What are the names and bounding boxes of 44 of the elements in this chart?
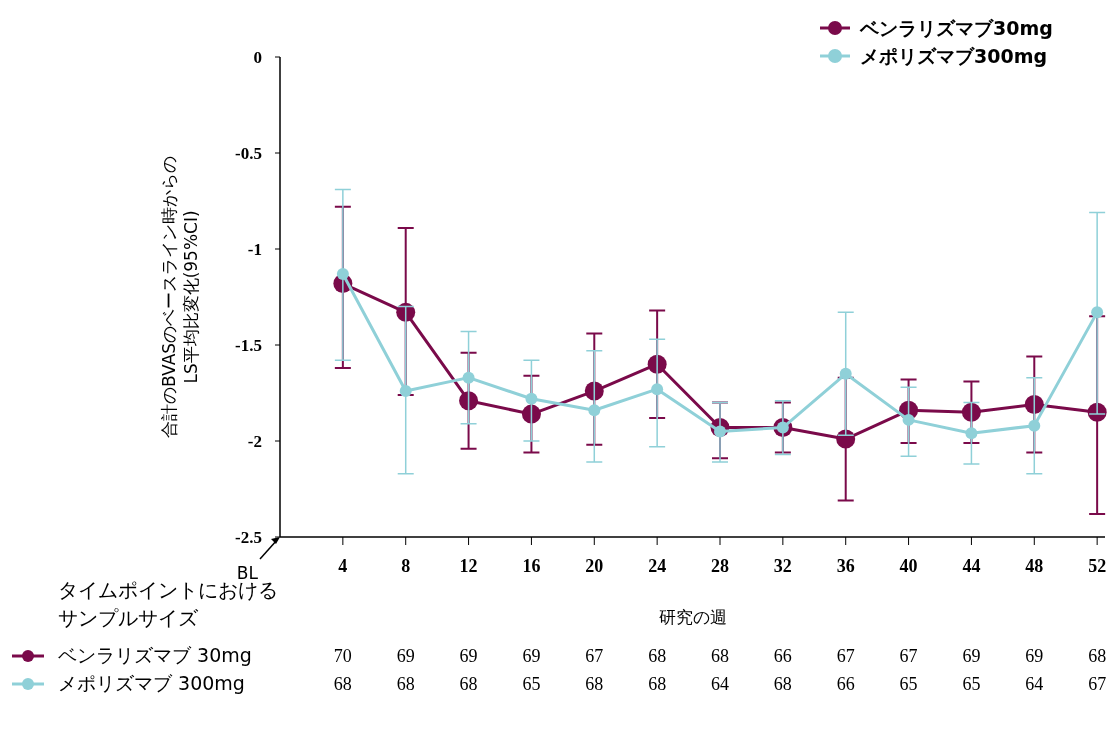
point xyxy=(965,427,978,440)
point xyxy=(459,391,479,411)
y-tick-label: -2.5 xyxy=(235,528,262,547)
text: サンプルサイズ xyxy=(58,606,199,630)
y-tick-label: -2 xyxy=(247,432,262,451)
text: メポリズマブ 300mg xyxy=(58,672,245,694)
x-tick-label: 48 xyxy=(1025,556,1044,576)
point xyxy=(839,367,852,380)
y-tick-label: -1 xyxy=(247,240,262,259)
legend-label: ベンラリズマブ30mg xyxy=(859,17,1053,39)
x-tick-label: 32 xyxy=(773,556,792,576)
point xyxy=(1024,395,1044,415)
point xyxy=(521,404,541,424)
point xyxy=(651,383,664,396)
point xyxy=(1091,306,1104,319)
point xyxy=(462,371,475,384)
point xyxy=(399,385,412,398)
text: 68 68 68 65 68 68 64 68 66 65 65 64 67 xyxy=(333,674,1107,694)
x-tick-label: 28 xyxy=(711,556,729,576)
x-tick-label: 8 xyxy=(401,556,411,576)
point xyxy=(336,267,349,280)
point xyxy=(525,392,538,405)
x-tick-label: 20 xyxy=(585,556,604,576)
x-tick-label: 4 xyxy=(338,556,348,576)
point xyxy=(902,413,915,426)
legend-label: メポリズマブ300mg xyxy=(860,45,1048,67)
text: ベンラリズマブ 30mg xyxy=(58,644,252,666)
x-tick-label: 52 xyxy=(1088,556,1107,576)
text: 70 69 69 69 67 68 68 66 67 67 69 69 68 xyxy=(333,646,1107,666)
point xyxy=(588,404,601,417)
x-tick-label: 12 xyxy=(459,556,478,576)
y-tick-label: -1.5 xyxy=(235,336,262,355)
point xyxy=(1028,419,1041,432)
y-tick-label: 0 xyxy=(253,48,262,67)
x-tick-label: 36 xyxy=(836,556,855,576)
x-tick-label: 44 xyxy=(962,556,981,576)
y-tick-label: -0.5 xyxy=(235,144,262,163)
x-tick-label: 24 xyxy=(648,556,667,576)
x-tick-label: 40 xyxy=(899,556,918,576)
x-tick-label: 16 xyxy=(522,556,541,576)
point xyxy=(584,381,604,401)
point xyxy=(961,402,981,422)
y-axis-title: 合計のBVASのベースライン時からの LS平均比変化(95%CI) xyxy=(159,155,201,439)
x-axis-title: 研究の週 xyxy=(658,607,727,627)
